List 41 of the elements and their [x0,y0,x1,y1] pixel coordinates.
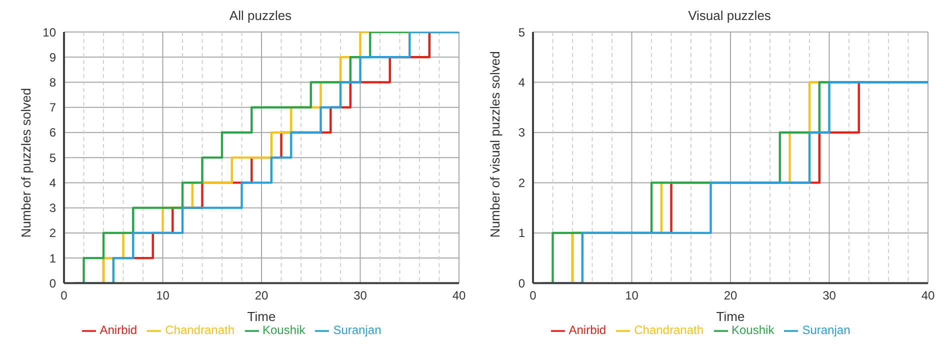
x-tick-label: 40 [921,288,935,303]
legend-label: Suranjan [802,323,850,338]
x-tick-label: 30 [354,288,368,303]
x-tick-label: 0 [60,288,68,303]
legend-label: Koushik [262,323,306,338]
chart-title: All puzzles [229,8,292,23]
x-tick-label: 20 [254,288,268,303]
y-tick-label: 8 [49,75,56,90]
y-tick-label: 4 [518,75,526,90]
x-tick-label: 0 [530,288,537,303]
x-axis-title: Time [716,309,745,324]
y-tick-label: 0 [49,276,56,290]
legend-label: Anirbid [100,323,138,338]
y-tick-label: 4 [49,176,56,190]
y-tick-label: 10 [42,25,56,40]
y-tick-label: 0 [518,276,526,290]
x-axis-title: Time [247,309,276,324]
legend-label: Anirbid [568,323,606,338]
legend-label: Chandranath [165,323,234,338]
y-tick-label: 5 [49,150,56,165]
y-tick-label: 2 [49,226,56,240]
y-tick-label: 3 [518,126,526,140]
y-tick-label: 3 [49,201,56,216]
legend-label: Koushik [732,323,774,338]
y-axis-title: Number of puzzles solved [18,88,34,238]
chart-title: Visual puzzles [688,8,771,23]
y-tick-label: 6 [49,126,56,140]
x-tick-label: 20 [724,288,738,303]
y-tick-label: 1 [518,226,526,240]
y-tick-label: 9 [49,50,56,64]
x-tick-label: 10 [625,288,639,303]
x-tick-label: 40 [452,288,466,303]
legend-label: Suranjan [333,323,382,338]
x-tick-label: 30 [822,288,836,303]
y-tick-label: 2 [518,176,526,190]
legend-label: Chandranath [634,323,704,338]
y-tick-label: 1 [49,251,56,266]
x-tick-label: 10 [156,288,170,303]
y-tick-label: 5 [518,25,526,40]
y-axis-title: Number of visual puzzles solved [488,51,503,238]
y-tick-label: 7 [49,100,56,115]
